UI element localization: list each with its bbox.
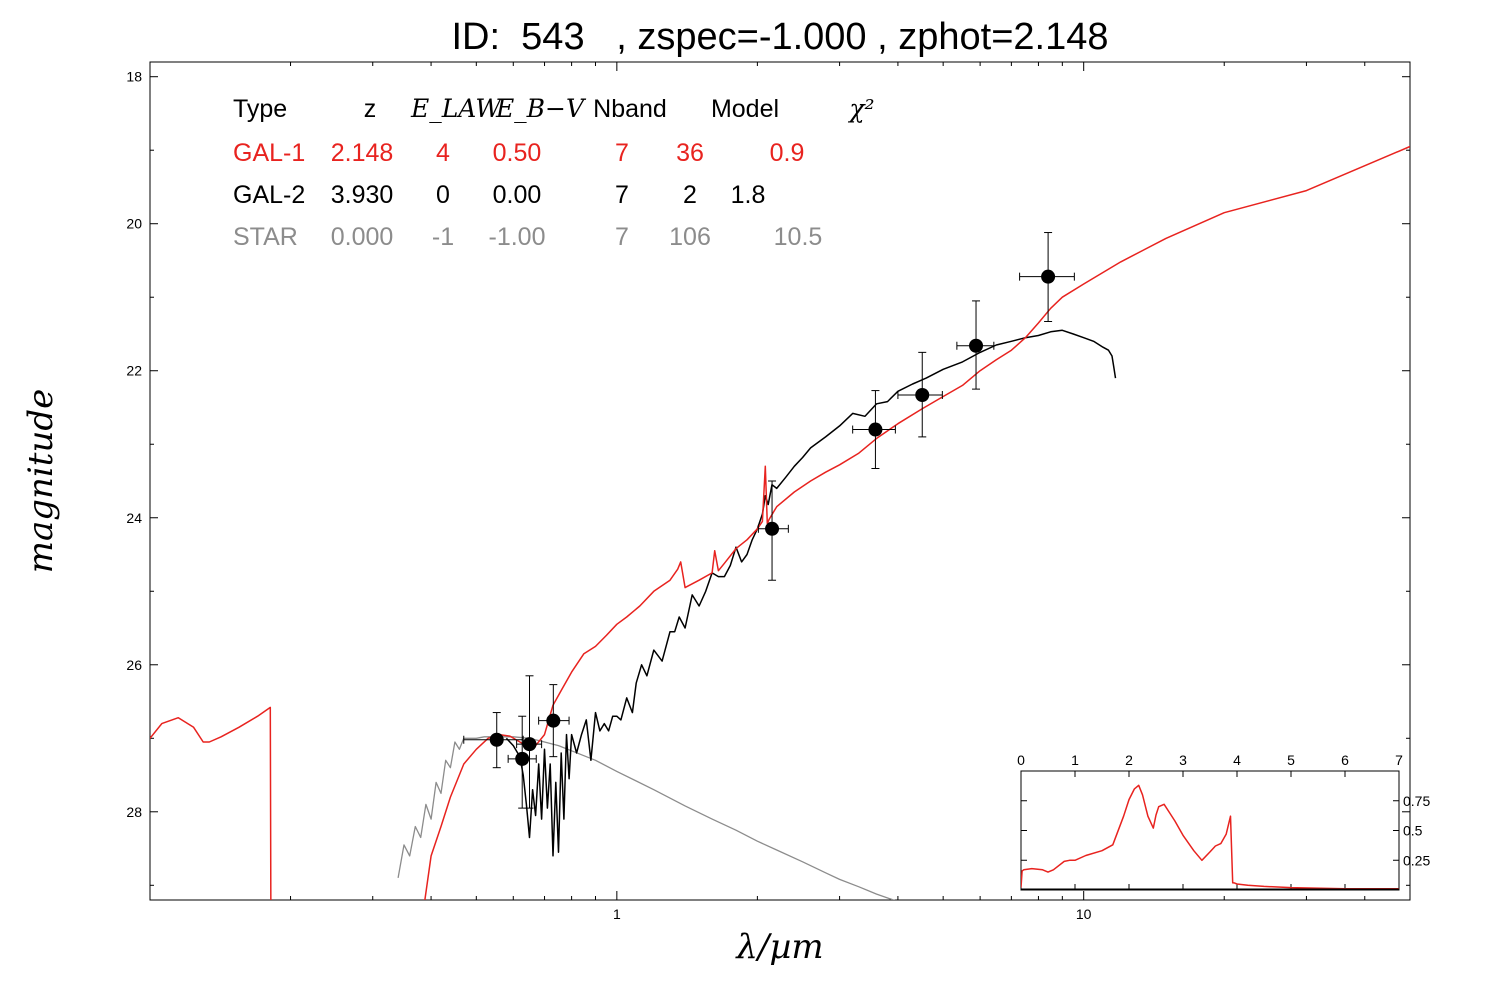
- inset-x-tick-label: 1: [1071, 752, 1079, 768]
- legend-cell: -1: [432, 223, 454, 251]
- legend-cell: 106: [669, 223, 711, 251]
- legend-cell: GAL-1: [233, 139, 305, 167]
- inset-x-tick-label: 6: [1341, 752, 1349, 768]
- data-point-marker: [546, 713, 561, 728]
- y-tick-label: 24: [126, 510, 142, 526]
- inset-x-tick-label: 4: [1233, 752, 1241, 768]
- legend-cell: 0.9: [770, 139, 805, 167]
- legend-header-chi2: χ²: [847, 94, 874, 123]
- photometry-point: [757, 480, 789, 581]
- photometry-point: [538, 684, 570, 758]
- data-point-marker: [765, 521, 780, 536]
- photometry-point: [463, 712, 524, 769]
- x-tick-label: 1: [613, 906, 621, 922]
- legend-header-model: Model: [711, 95, 779, 123]
- x-axis-label: λ/µm: [734, 927, 823, 967]
- inset-x-tick-label: 3: [1179, 752, 1187, 768]
- photometry-point: [897, 351, 943, 438]
- legend-cell: 7: [615, 139, 629, 167]
- legend-cell: 0.50: [493, 139, 542, 167]
- photometry-point: [1019, 232, 1075, 322]
- y-tick-label: 18: [126, 69, 142, 85]
- legend-header-ebv: E_B−V: [495, 94, 587, 123]
- y-tick-label: 26: [126, 657, 142, 673]
- data-point-marker: [915, 387, 930, 402]
- inset-y-tick-label: 0.25: [1403, 852, 1430, 868]
- chart-title: ID: 543 , zspec=-1.000 , zphot=2.148: [451, 16, 1109, 58]
- data-point-marker: [969, 338, 984, 353]
- photometry-point: [516, 675, 543, 809]
- legend-header-nband: Nband: [593, 95, 667, 123]
- legend-cell: 1.8: [731, 181, 766, 209]
- pdz-line: [1021, 784, 1399, 890]
- legend-header-type: Type: [233, 95, 287, 123]
- data-point-marker: [868, 422, 883, 437]
- y-tick-label: 22: [126, 363, 142, 379]
- inset-x-tick-label: 2: [1125, 752, 1133, 768]
- photometry-point: [507, 715, 537, 809]
- plot-frame: [149, 61, 1411, 901]
- legend-header-z: z: [364, 95, 377, 123]
- inset-x-tick-label: 0: [1017, 752, 1025, 768]
- legend-cell: 0.00: [493, 181, 542, 209]
- y-tick-label: 20: [126, 216, 142, 232]
- pdz-inset: 0 1 2 3 4 5 6 7 0.25 0.5 0.75: [1017, 752, 1430, 891]
- inset-y-tick-label: 0.75: [1403, 793, 1430, 809]
- data-point-marker: [522, 737, 537, 752]
- inset-y-tick-label: 0.5: [1403, 823, 1423, 839]
- photometry-point: [852, 390, 896, 470]
- data-point-marker: [1041, 269, 1056, 284]
- legend-cell: GAL-2: [233, 181, 305, 209]
- legend-cell: -1.00: [489, 223, 546, 251]
- y-tick-label: 28: [126, 804, 142, 820]
- x-tick-label: 10: [1076, 906, 1092, 922]
- legend-cell: 0: [436, 181, 450, 209]
- legend-cell: 4: [436, 139, 450, 167]
- legend-cell: 2: [683, 181, 697, 209]
- legend-cell: STAR: [233, 223, 298, 251]
- inset-x-tick-label: 7: [1395, 752, 1403, 768]
- series-line-star: [397, 736, 896, 900]
- data-point-marker: [489, 732, 504, 747]
- legend-header-elaw: E_LAW: [410, 94, 503, 123]
- legend-cell: 2.148: [331, 139, 394, 167]
- inset-x-tick-label: 5: [1287, 752, 1295, 768]
- legend-cell: 10.5: [774, 223, 823, 251]
- series-line-gal-1: [150, 145, 1410, 900]
- data-point-marker: [515, 751, 530, 766]
- legend-cell: 7: [615, 223, 629, 251]
- legend-cell: 3.930: [331, 181, 394, 209]
- series-line-gal-2: [505, 329, 1117, 857]
- legend-cell: 0.000: [331, 223, 394, 251]
- photometry-point: [956, 300, 995, 390]
- legend-cell: 36: [676, 139, 704, 167]
- y-axis-label: magnitude: [21, 389, 61, 574]
- legend-cell: 7: [615, 181, 629, 209]
- inset-frame: [1020, 770, 1400, 891]
